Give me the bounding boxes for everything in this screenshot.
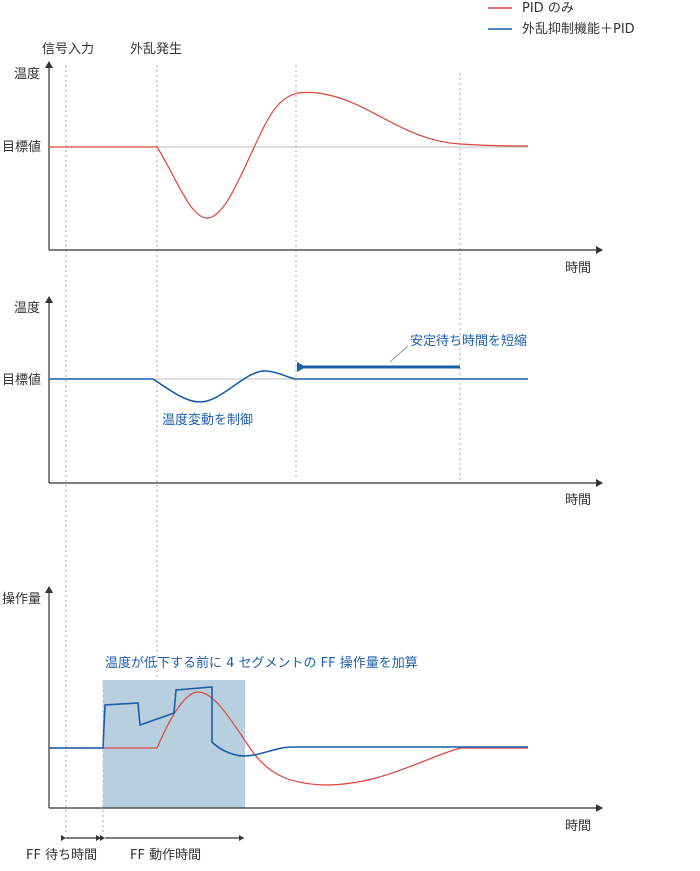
panel2-xlabel: 時間 — [565, 493, 591, 508]
ff-action-label: FF 動作時間 — [130, 848, 201, 863]
event-disturbance-label: 外乱発生 — [130, 42, 182, 57]
control-annotation: 温度変動を制御 — [162, 412, 253, 428]
panel3-pid-curve — [49, 691, 528, 786]
legend: PID のみ 外乱抑制機能＋PID — [488, 1, 635, 37]
panel-1: 温度 目標値 時間 — [2, 61, 603, 276]
settle-annotation: 安定待ち時間を短縮 — [410, 333, 527, 349]
panel3-xlabel: 時間 — [565, 819, 591, 834]
panel2-dob-curve — [49, 370, 528, 403]
ff-annotation: 温度が低下する前に 4 セグメントの FF 操作量を加算 — [105, 655, 418, 671]
panel-2: 温度 目標値 時間 安定待ち時間を短縮 温度変動を制御 — [2, 296, 603, 508]
settle-annotation-leader — [389, 345, 409, 363]
legend-label-dob-pid: 外乱抑制機能＋PID — [522, 22, 635, 37]
panel2-target-label: 目標値 — [2, 372, 41, 388]
panel1-target-label: 目標値 — [2, 139, 41, 155]
event-signal-input-label: 信号入力 — [42, 42, 94, 57]
panel3-ylabel: 操作量 — [2, 591, 41, 607]
legend-label-pid: PID のみ — [522, 1, 574, 16]
panel1-ylabel: 温度 — [14, 66, 40, 82]
panel3-dob-curve — [49, 686, 528, 757]
panel2-ylabel: 温度 — [14, 300, 40, 316]
panel-3: 操作量 時間 温度が低下する前に 4 セグメントの FF 操作量を加算 — [2, 586, 603, 834]
timing-annotations: FF 待ち時間 FF 動作時間 — [26, 835, 244, 863]
panel1-xlabel: 時間 — [565, 261, 591, 276]
ff-wait-label: FF 待ち時間 — [26, 848, 97, 863]
ff-action-shade — [103, 680, 245, 808]
panel1-pid-curve — [49, 91, 529, 219]
